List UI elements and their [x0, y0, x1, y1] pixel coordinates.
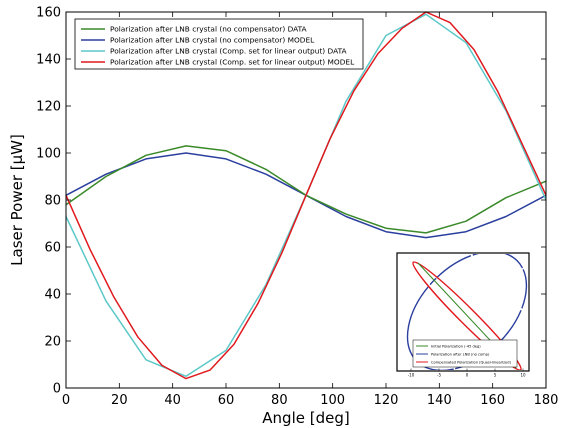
inset-legend-items: Initial Polarization (-45 deg) Polarizati… [416, 344, 512, 364]
x-tick-label: 120 [374, 393, 399, 408]
inset-chart: -10 -5 0 5 10 Initial Polarization (-45 deg)… [396, 252, 530, 378]
inset-x-tick-label: -10 [408, 373, 415, 378]
inset-ticks: -10 -5 0 5 10 [408, 368, 526, 378]
x-tick-label: 100 [320, 393, 345, 408]
legend-label-1: Polarization after LNB crystal (no compe… [110, 25, 307, 34]
inset-x-tick-label: 10 [520, 373, 526, 378]
y-axis-title: Laser Power [μW] [8, 134, 26, 266]
series-line-4 [65, 11, 547, 380]
x-tick-label: 20 [111, 393, 128, 408]
x-tick-label: 60 [218, 393, 235, 408]
x-axis-title: Angle [deg] [262, 409, 349, 427]
legend-label-2: Polarization after LNB crystal (no compe… [110, 36, 315, 45]
inset-legend-label-3: Compensated Polarization (Quasi-lineariz… [431, 360, 512, 364]
x-tick-label: 0 [62, 393, 70, 408]
x-tick-label: 140 [427, 393, 452, 408]
series-line-1 [65, 145, 547, 234]
y-tick-label: 100 [36, 147, 61, 162]
legend-items: Polarization after LNB crystal (no compe… [81, 25, 355, 67]
inset-legend-box [412, 339, 518, 368]
y-tick-label: 140 [36, 53, 61, 68]
y-tick-label: 20 [44, 335, 61, 350]
y-tick-label: 60 [44, 241, 61, 256]
inset-x-tick-label: 0 [466, 373, 469, 378]
inset-x-tick-label: -5 [437, 373, 441, 378]
y-tick-label: 120 [36, 100, 61, 115]
legend-label-3: Polarization after LNB crystal (Comp. se… [110, 47, 347, 56]
series-layer [65, 11, 547, 380]
inset-ellipse-compensated [412, 261, 522, 370]
legend-label-4: Polarization after LNB crystal (Comp. se… [110, 58, 355, 67]
x-tick-label: 40 [164, 393, 181, 408]
ticks-layer: 0 20 40 60 80 100 120 140 160 1800204060801001201… [36, 6, 558, 409]
x-tick-label: 160 [480, 393, 505, 408]
legend-box [74, 18, 364, 70]
inset-x-tick-label: 5 [494, 373, 497, 378]
inset-legend: Initial Polarization (-45 deg) Polarizati… [412, 339, 518, 368]
y-tick-label: 160 [36, 6, 61, 21]
y-tick-label: 40 [44, 288, 61, 303]
x-tick-label: 80 [271, 393, 288, 408]
inset-legend-label-1: Initial Polarization (-45 deg) [431, 344, 481, 348]
main-legend: Polarization after LNB crystal (no compe… [74, 18, 364, 70]
y-tick-label: 80 [44, 194, 61, 209]
y-tick-label: 0 [53, 382, 61, 397]
inset-legend-label-2: Polarization after LNB (no comp) [431, 352, 490, 356]
x-tick-label: 180 [534, 393, 559, 408]
